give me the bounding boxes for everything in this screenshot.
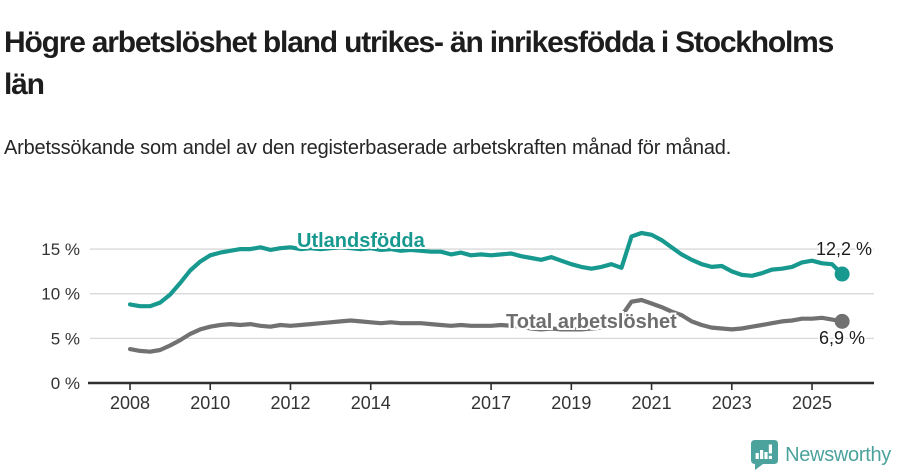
series-end-dot-total [834, 313, 850, 329]
x-axis-tick-label: 2025 [792, 393, 832, 413]
x-axis-tick-label: 2008 [110, 393, 150, 413]
x-axis-tick-label: 2012 [270, 393, 310, 413]
x-axis-tick-label: 2019 [551, 393, 591, 413]
series-label-total-arbetsloshet: Total arbetslöshet [506, 311, 677, 333]
chart-title: Högre arbetslöshet bland utrikes- än inr… [4, 26, 834, 102]
x-axis-tick-label: 2021 [632, 393, 672, 413]
series-label-utlandsfodda: Utlandsfödda [297, 230, 425, 252]
x-axis-tick-label: 2017 [471, 393, 511, 413]
end-value-label-utlandsfodda: 12,2 % [816, 239, 873, 259]
chart-subtitle: Arbetssökande som andel av den registerb… [4, 137, 732, 159]
x-axis-tick-label: 2023 [712, 393, 752, 413]
y-axis-tick-label: 10 % [41, 285, 80, 304]
x-axis-tick-label: 2014 [351, 393, 391, 413]
series-line-utlandsfodda [127, 230, 845, 309]
series-line-total [127, 297, 845, 354]
y-axis-tick-label: 15 % [41, 240, 80, 259]
y-axis-tick-label: 5 % [51, 329, 80, 348]
end-value-label-total: 6,9 % [819, 328, 866, 348]
newsworthy-wordmark: Newsworthy [785, 443, 891, 466]
series-end-dot-utlandsfodda [834, 266, 850, 282]
x-axis-tick-label: 2010 [190, 393, 230, 413]
newsworthy-bubble-chart-icon [751, 440, 779, 470]
newsworthy-logo[interactable]: Newsworthy [751, 440, 891, 470]
y-axis-tick-label: 0 % [51, 374, 80, 393]
